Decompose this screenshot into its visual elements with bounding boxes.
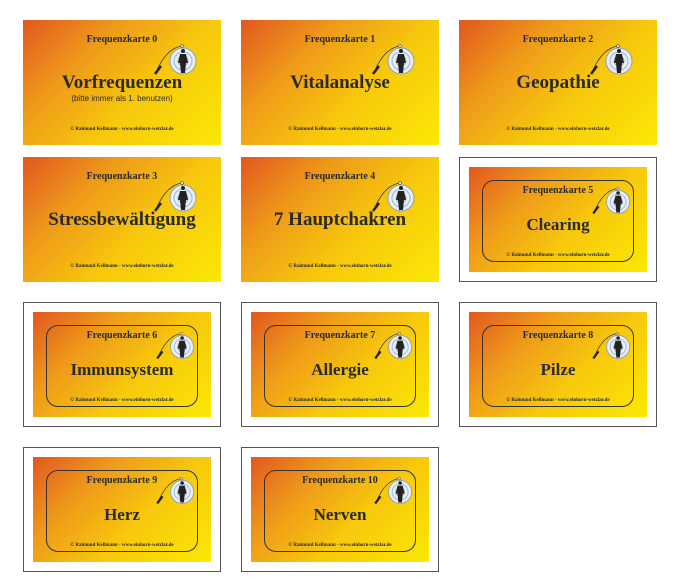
body-scan-icon: [371, 42, 415, 78]
card-frame: [264, 470, 416, 552]
card-title: Immunsystem: [70, 360, 174, 379]
card-number: Frequenzkarte 10: [302, 475, 378, 486]
body-scan-icon: [153, 179, 197, 215]
body-scan-icon: [155, 330, 195, 362]
body-scan-icon: [373, 475, 413, 507]
card-title: 7 Hauptchakren: [273, 209, 407, 230]
card-footer: © Raimund Kellmann - www.einhorn-wetzlar…: [506, 127, 610, 132]
card-footer: © Raimund Kellmann - www.einhorn-wetzlar…: [70, 543, 174, 548]
card-number: Frequenzkarte 6: [86, 330, 158, 341]
frequency-card[interactable]: Frequenzkarte 4 7 Hauptchakren © Raimund K…: [241, 157, 439, 282]
card-footer: © Raimund Kellmann - www.einhorn-wetzlar…: [70, 264, 174, 269]
frequency-card[interactable]: Frequenzkarte 8 Pilze © Raimund Kellmann -…: [459, 302, 657, 427]
body-scan-icon: [373, 330, 413, 362]
card-number: Frequenzkarte 0: [86, 34, 158, 45]
card-number: Frequenzkarte 2: [522, 34, 594, 45]
card-face: Frequenzkarte 3 Stressbewältigung © Raimun…: [23, 157, 221, 282]
card-face: Frequenzkarte 4 7 Hauptchakren © Raimund K…: [241, 157, 439, 282]
card-title: Vitalanalyse: [290, 72, 390, 93]
card-number: Frequenzkarte 8: [522, 330, 594, 341]
card-face: Frequenzkarte 9 Herz © Raimund Kellmann - …: [33, 457, 211, 562]
card-frame: [482, 180, 634, 262]
card-face: Frequenzkarte 6 Immunsystem © Raimund Kell…: [33, 312, 211, 417]
card-title: Stressbewältigung: [48, 209, 196, 230]
card-title: Geopathie: [516, 72, 600, 93]
card-face: Frequenzkarte 1 Vitalanalyse © Raimund Kel…: [241, 20, 439, 145]
body-scan-icon: [591, 330, 631, 362]
card-footer: © Raimund Kellmann - www.einhorn-wetzlar…: [506, 398, 610, 403]
card-footer: © Raimund Kellmann - www.einhorn-wetzlar…: [288, 398, 392, 403]
card-face: Frequenzkarte 7 Allergie © Raimund Kellman…: [251, 312, 429, 417]
card-footer: © Raimund Kellmann - www.einhorn-wetzlar…: [70, 398, 174, 403]
card-subtitle: (bitte immer als 1. benutzen): [71, 94, 173, 103]
card-title: Clearing: [526, 215, 590, 234]
card-frame: [46, 325, 198, 407]
frequency-card[interactable]: Frequenzkarte 2 Geopathie © Raimund Kellma…: [459, 20, 657, 145]
body-scan-icon: [153, 42, 197, 78]
card-footer: © Raimund Kellmann - www.einhorn-wetzlar…: [70, 127, 174, 132]
card-number: Frequenzkarte 4: [304, 171, 376, 182]
card-number: Frequenzkarte 3: [86, 171, 158, 182]
frequency-card[interactable]: Frequenzkarte 1 Vitalanalyse © Raimund Kel…: [241, 20, 439, 145]
frequency-card[interactable]: Frequenzkarte 9 Herz © Raimund Kellmann - …: [23, 447, 221, 572]
frequency-card[interactable]: Frequenzkarte 10 Nerven © Raimund Kellmann…: [241, 447, 439, 572]
card-frame: [482, 325, 634, 407]
card-footer: © Raimund Kellmann - www.einhorn-wetzlar…: [506, 253, 610, 258]
frequency-card[interactable]: Frequenzkarte 7 Allergie © Raimund Kellman…: [241, 302, 439, 427]
card-number: Frequenzkarte 7: [304, 330, 376, 341]
frequency-card[interactable]: Frequenzkarte 0 Vorfrequenzen (bitte immer…: [23, 20, 221, 145]
frequency-card[interactable]: Frequenzkarte 6 Immunsystem © Raimund Kell…: [23, 302, 221, 427]
card-title: Pilze: [540, 360, 576, 379]
card-face: Frequenzkarte 2 Geopathie © Raimund Kellma…: [459, 20, 657, 145]
body-scan-icon: [591, 185, 631, 217]
body-scan-icon: [589, 42, 633, 78]
card-face: Frequenzkarte 0 Vorfrequenzen (bitte immer…: [23, 20, 221, 145]
card-face: Frequenzkarte 5 Clearing © Raimund Kellman…: [469, 167, 647, 272]
card-number: Frequenzkarte 5: [522, 185, 594, 196]
card-number: Frequenzkarte 9: [86, 475, 158, 486]
card-face: Frequenzkarte 10 Nerven © Raimund Kellmann…: [251, 457, 429, 562]
card-title: Vorfrequenzen: [61, 72, 183, 93]
card-title: Herz: [104, 505, 140, 524]
card-frame: [46, 470, 198, 552]
card-title: Nerven: [313, 505, 367, 524]
card-footer: © Raimund Kellmann - www.einhorn-wetzlar…: [288, 543, 392, 548]
card-number: Frequenzkarte 1: [304, 34, 376, 45]
frequency-card[interactable]: Frequenzkarte 5 Clearing © Raimund Kellman…: [459, 157, 657, 282]
card-footer: © Raimund Kellmann - www.einhorn-wetzlar…: [288, 264, 392, 269]
card-frame: [264, 325, 416, 407]
card-face: Frequenzkarte 8 Pilze © Raimund Kellmann -…: [469, 312, 647, 417]
body-scan-icon: [155, 475, 195, 507]
body-scan-icon: [371, 179, 415, 215]
frequency-card[interactable]: Frequenzkarte 3 Stressbewältigung © Raimun…: [23, 157, 221, 282]
card-footer: © Raimund Kellmann - www.einhorn-wetzlar…: [288, 127, 392, 132]
card-title: Allergie: [311, 360, 369, 379]
